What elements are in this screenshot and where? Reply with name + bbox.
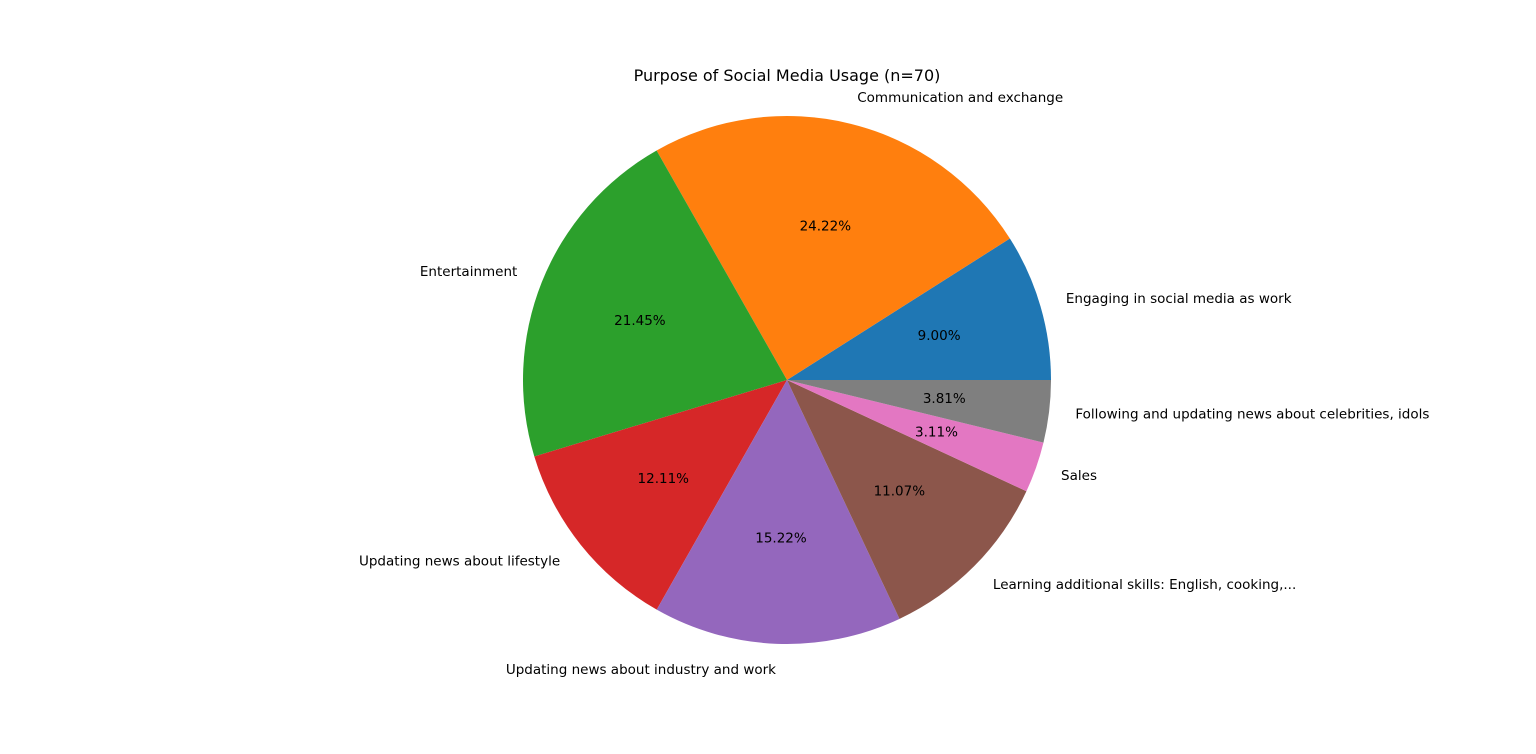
pie-slice — [787, 380, 1027, 619]
slice-percent-label: 24.22% — [800, 218, 852, 234]
pie-slices — [523, 115, 1051, 645]
slice-label: Engaging in social media as work — [1066, 291, 1292, 307]
pie-slice — [787, 380, 1051, 443]
pie-labels: Engaging in social media as work 9.00% Com… — [359, 90, 1429, 678]
slice-percent-label: 11.07% — [874, 484, 926, 500]
slice-label: Updating news about lifestyle — [359, 553, 560, 569]
slice-label: Entertainment — [420, 264, 517, 280]
slice-percent-label: 9.00% — [918, 328, 961, 344]
pie-slice — [523, 150, 787, 457]
pie-slice — [656, 115, 1010, 381]
slice-label: Learning additional skills: English, coo… — [993, 577, 1296, 593]
slice-percent-label: 15.22% — [755, 530, 807, 546]
pie-slice — [534, 380, 787, 610]
pie-slice — [787, 380, 1044, 492]
chart-title: Purpose of Social Media Usage (n=70) — [634, 66, 941, 85]
slice-percent-label: 3.11% — [915, 424, 958, 440]
slice-label: Following and updating news about celebr… — [1075, 407, 1429, 423]
slice-label: Updating news about industry and work — [506, 662, 776, 678]
slice-label: Sales — [1061, 468, 1097, 484]
slice-percent-label: 21.45% — [614, 313, 666, 329]
pie-slice — [656, 380, 900, 645]
slice-label: Communication and exchange — [857, 90, 1063, 106]
slice-percent-label: 3.81% — [923, 391, 966, 407]
pie-slice — [787, 238, 1051, 380]
slice-percent-label: 12.11% — [638, 471, 690, 487]
